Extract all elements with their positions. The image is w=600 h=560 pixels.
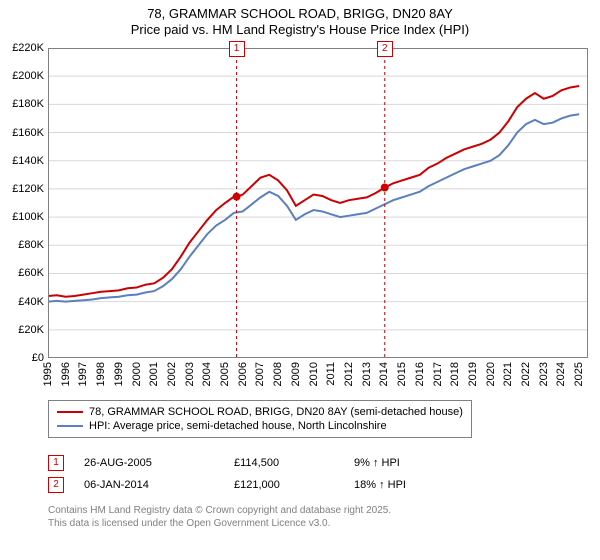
sale-price: £121,000	[234, 479, 354, 491]
legend-item-hpi: HPI: Average price, semi-detached house,…	[57, 419, 463, 433]
xtick-label: 2002	[166, 362, 178, 386]
footnote-line2: This data is licensed under the Open Gov…	[48, 517, 391, 530]
xtick-label: 2000	[131, 362, 143, 386]
xtick-label: 2023	[538, 362, 550, 386]
sale-date: 06-JAN-2014	[84, 479, 234, 491]
ytick-label: £140K	[12, 155, 44, 167]
sale-delta: 9% ↑ HPI	[354, 457, 474, 469]
chart-marker-box: 1	[229, 41, 245, 57]
xtick-label: 2022	[520, 362, 532, 386]
legend: 78, GRAMMAR SCHOOL ROAD, BRIGG, DN20 8AY…	[48, 400, 472, 438]
xtick-label: 1999	[113, 362, 125, 386]
ytick-label: £160K	[12, 127, 44, 139]
xtick-label: 2001	[148, 362, 160, 386]
ytick-label: £60K	[18, 267, 44, 279]
xtick-label: 2017	[432, 362, 444, 386]
sale-marker-icon: 2	[48, 477, 64, 493]
ytick-label: £180K	[12, 98, 44, 110]
footnote: Contains HM Land Registry data © Crown c…	[48, 504, 391, 530]
ytick-label: £120K	[12, 183, 44, 195]
ytick-label: £40K	[18, 296, 44, 308]
xtick-label: 2025	[573, 362, 585, 386]
sales-table: 1 26-AUG-2005 £114,500 9% ↑ HPI 2 06-JAN…	[48, 452, 474, 496]
xtick-label: 2010	[308, 362, 320, 386]
plot-border	[48, 48, 588, 358]
xtick-label: 2004	[201, 362, 213, 386]
xtick-label: 1995	[42, 362, 54, 386]
xtick-label: 1996	[60, 362, 72, 386]
xtick-label: 1998	[95, 362, 107, 386]
xtick-label: 2009	[290, 362, 302, 386]
sale-row: 1 26-AUG-2005 £114,500 9% ↑ HPI	[48, 452, 474, 474]
ytick-label: £100K	[12, 211, 44, 223]
chart-title: 78, GRAMMAR SCHOOL ROAD, BRIGG, DN20 8AY…	[0, 0, 600, 39]
xtick-label: 1997	[77, 362, 89, 386]
xtick-label: 2021	[502, 362, 514, 386]
xtick-label: 2008	[272, 362, 284, 386]
ytick-label: £200K	[12, 70, 44, 82]
xtick-label: 2018	[449, 362, 461, 386]
xtick-label: 2011	[325, 362, 337, 386]
sale-date: 26-AUG-2005	[84, 457, 234, 469]
sale-row: 2 06-JAN-2014 £121,000 18% ↑ HPI	[48, 474, 474, 496]
xtick-label: 2016	[414, 362, 426, 386]
legend-swatch-hpi	[57, 425, 83, 427]
ytick-label: £20K	[18, 324, 44, 336]
xtick-label: 2019	[467, 362, 479, 386]
legend-label-property: 78, GRAMMAR SCHOOL ROAD, BRIGG, DN20 8AY…	[89, 406, 463, 418]
xtick-label: 2003	[184, 362, 196, 386]
ytick-label: £220K	[12, 42, 44, 54]
xtick-label: 2006	[237, 362, 249, 386]
xtick-label: 2020	[485, 362, 497, 386]
xtick-label: 2024	[555, 362, 567, 386]
xtick-label: 2005	[219, 362, 231, 386]
sale-price: £114,500	[234, 457, 354, 469]
sale-marker-icon: 1	[48, 455, 64, 471]
chart-marker-box: 2	[377, 41, 393, 57]
chart-container: 78, GRAMMAR SCHOOL ROAD, BRIGG, DN20 8AY…	[0, 0, 600, 560]
xtick-label: 2007	[254, 362, 266, 386]
title-line2: Price paid vs. HM Land Registry's House …	[0, 22, 600, 38]
plot-area	[48, 48, 588, 358]
xtick-label: 2014	[378, 362, 390, 386]
footnote-line1: Contains HM Land Registry data © Crown c…	[48, 504, 391, 517]
title-line1: 78, GRAMMAR SCHOOL ROAD, BRIGG, DN20 8AY	[0, 6, 600, 22]
ytick-label: £80K	[18, 239, 44, 251]
legend-swatch-property	[57, 411, 83, 413]
legend-item-property: 78, GRAMMAR SCHOOL ROAD, BRIGG, DN20 8AY…	[57, 405, 463, 419]
legend-label-hpi: HPI: Average price, semi-detached house,…	[89, 420, 387, 432]
xtick-label: 2012	[343, 362, 355, 386]
xtick-label: 2015	[396, 362, 408, 386]
xtick-label: 2013	[361, 362, 373, 386]
sale-delta: 18% ↑ HPI	[354, 479, 474, 491]
